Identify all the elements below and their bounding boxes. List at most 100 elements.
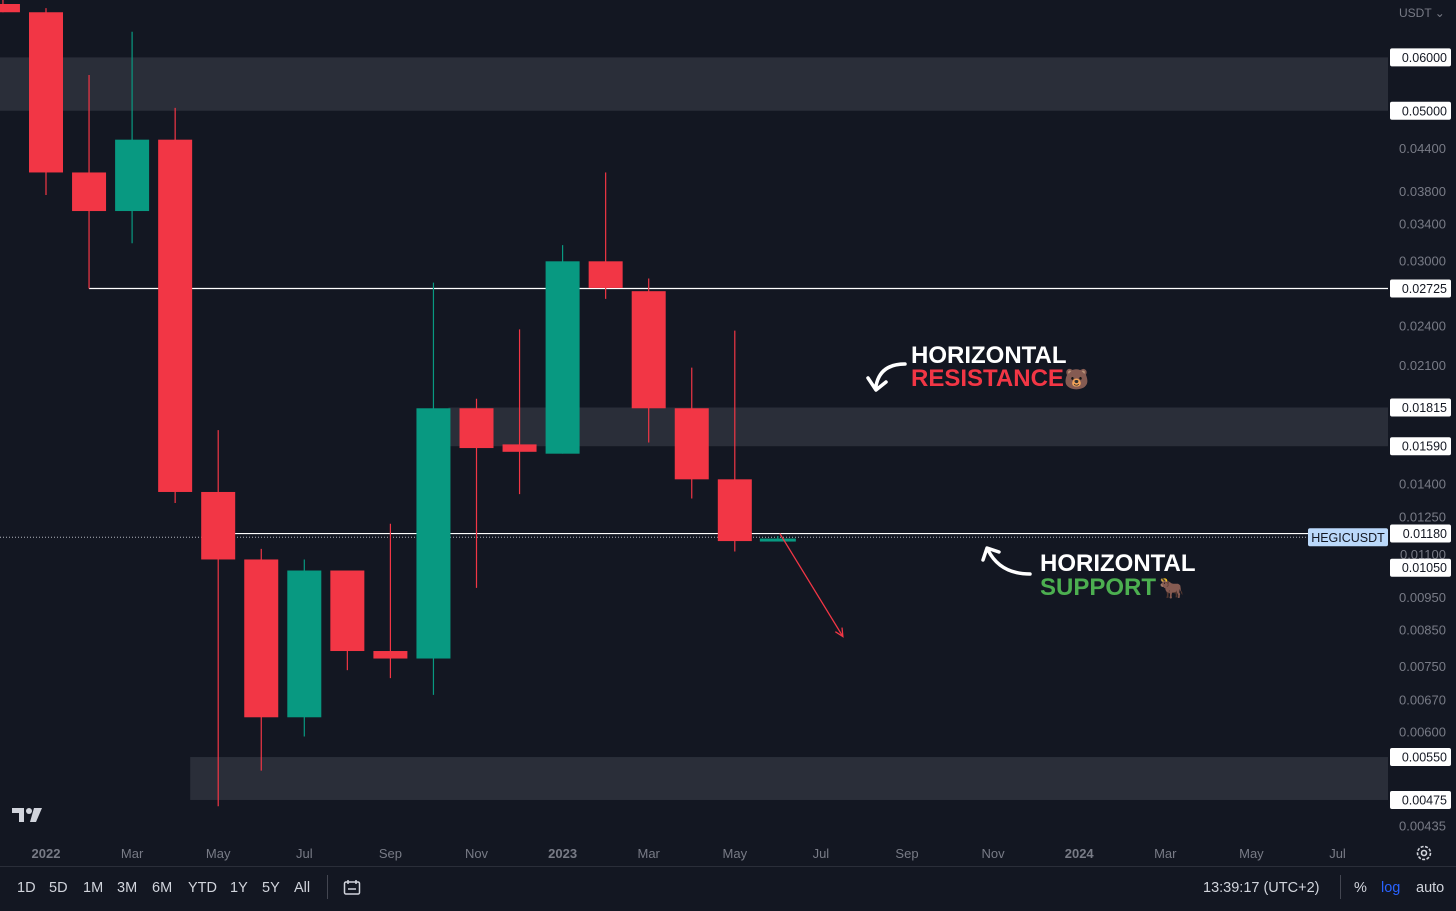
time-tick-label: May (1239, 846, 1264, 861)
auto-scale-toggle[interactable]: auto (1416, 880, 1445, 896)
arrow-layer (779, 533, 844, 638)
tradingview-logo-icon (12, 808, 42, 822)
price-label-box (1390, 48, 1451, 67)
price-label-text: 0.01590 (1402, 440, 1447, 454)
price-line-label: 0.02725 (1390, 279, 1451, 298)
price-tick-label: 0.02400 (1399, 319, 1446, 334)
candle-2023-05 (717, 330, 752, 552)
symbol-badge: HEGICUSDT (1308, 528, 1388, 547)
time-tick-label: Sep (379, 846, 402, 861)
price-label-box (1390, 790, 1451, 809)
candle-2023-06 (759, 536, 796, 542)
price-label-box (1390, 101, 1451, 120)
price-line-label: 0.01180 (1390, 524, 1451, 543)
candle-2023-01 (545, 245, 580, 454)
candle-body (717, 479, 752, 542)
candle-2022-07 (287, 559, 322, 737)
price-label-text: 0.01815 (1402, 401, 1447, 415)
price-tick-label: 0.01100 (1400, 547, 1446, 562)
price-line-label: 0.01815 (1390, 398, 1451, 417)
currency-selector[interactable]: USDT ⌄ (1399, 6, 1445, 20)
timeframe-1y[interactable]: 1Y (230, 880, 248, 896)
timeframe-6m[interactable]: 6M (152, 880, 173, 896)
log-scale-toggle[interactable]: log (1381, 880, 1401, 896)
time-tick-label: Mar (121, 846, 144, 861)
price-label-text: 0.02725 (1402, 282, 1447, 296)
toolbar-divider (1340, 875, 1341, 899)
price-tick-label: 0.03400 (1399, 217, 1446, 232)
timeframe-5d[interactable]: 5D (49, 880, 68, 896)
curved-arrow-icon (981, 546, 1032, 576)
candle-body (158, 139, 193, 492)
price-label-box (1390, 398, 1451, 417)
price-label-box (1390, 437, 1451, 456)
candle-2022-12 (502, 329, 537, 495)
timeframe-all[interactable]: All (294, 880, 311, 896)
candle-2022-05 (201, 430, 236, 807)
candle-2022-06 (244, 548, 279, 771)
timeframe-1d[interactable]: 1D (17, 880, 36, 896)
timeframe-3m[interactable]: 3M (117, 880, 138, 896)
time-tick-label: Sep (895, 846, 918, 861)
price-tick-label: 0.03000 (1399, 253, 1446, 268)
support-annotation: HORIZONTAL SUPPORT 🐂 (981, 546, 1196, 601)
date-range-calendar-icon[interactable] (343, 879, 361, 897)
timeframe-5y[interactable]: 5Y (262, 880, 280, 896)
zone-1 (448, 407, 1388, 447)
chevron-down-icon: ⌄ (1434, 6, 1445, 20)
candle-body (459, 408, 494, 449)
symbol-badge-box (1308, 528, 1388, 547)
price-label-box (1390, 524, 1451, 543)
resistance-annotation: HORIZONTAL RESISTANCE 🐻 (866, 342, 1089, 392)
price-line-label: 0.05000 (1390, 101, 1451, 120)
price-axis[interactable]: 0.04400 0.03800 0.03400 0.03000 0.02400 0.021… (1308, 48, 1451, 834)
candle-body (674, 408, 709, 480)
candle-body (631, 291, 666, 409)
price-tick-label: 0.03800 (1399, 184, 1446, 199)
support-label: SUPPORT (1040, 574, 1156, 601)
candles-layer (0, 0, 796, 807)
candle-2023-04 (674, 367, 709, 499)
time-tick-label: Mar (1154, 846, 1177, 861)
price-line-label: 0.06000 (1390, 48, 1451, 67)
currency-label: USDT (1399, 6, 1432, 20)
candle-body (287, 570, 322, 718)
price-line-label: 0.00475 (1390, 790, 1451, 809)
price-label-text: 0.00550 (1402, 751, 1447, 765)
time-axis[interactable]: 2022 Mar May Jul Sep Nov 2023 Mar May Jul Sep Nov 20… (32, 846, 1346, 861)
candle-body (29, 12, 63, 173)
clock-timezone[interactable]: 13:39:17 (UTC+2) (1203, 880, 1320, 896)
timeframe-1m[interactable]: 1M (83, 880, 104, 896)
price-label-text: 0.00475 (1402, 793, 1447, 807)
time-tick-label: May (723, 846, 748, 861)
candle-2023-03 (631, 278, 666, 443)
candle-2023-02 (588, 172, 623, 299)
resistance-title: HORIZONTAL (911, 342, 1067, 369)
price-line-label: 0.01050 (1390, 558, 1451, 577)
bear-icon: 🐻 (1064, 367, 1089, 391)
price-label-text: 0.01050 (1402, 561, 1447, 575)
time-tick-label: May (206, 846, 231, 861)
price-label-box (1390, 748, 1451, 767)
percent-scale-toggle[interactable]: % (1354, 880, 1367, 896)
price-label-text: 0.06000 (1402, 51, 1447, 65)
price-label-box (1390, 558, 1451, 577)
curved-arrow-icon (866, 362, 907, 392)
candle-2021-12 (0, 0, 20, 13)
candle-body (244, 559, 279, 718)
candle-body (502, 444, 537, 452)
candle-body (201, 491, 236, 560)
time-tick-label: 2022 (32, 846, 61, 861)
price-label-box (1390, 279, 1451, 298)
support-title: HORIZONTAL (1040, 550, 1196, 577)
candle-body (0, 4, 20, 13)
price-chart[interactable]: 0.04400 0.03800 0.03400 0.03000 0.02400 0.021… (0, 0, 1456, 866)
candle-2022-02 (72, 74, 107, 289)
timeframe-ytd[interactable]: YTD (188, 880, 217, 896)
candle-body (115, 139, 150, 212)
settings-gear-icon[interactable] (1414, 843, 1434, 863)
time-tick-label: Nov (465, 846, 489, 861)
price-tick-label: 0.00750 (1399, 659, 1446, 674)
candle-body (373, 651, 408, 659)
time-tick-label: 2024 (1065, 846, 1095, 861)
